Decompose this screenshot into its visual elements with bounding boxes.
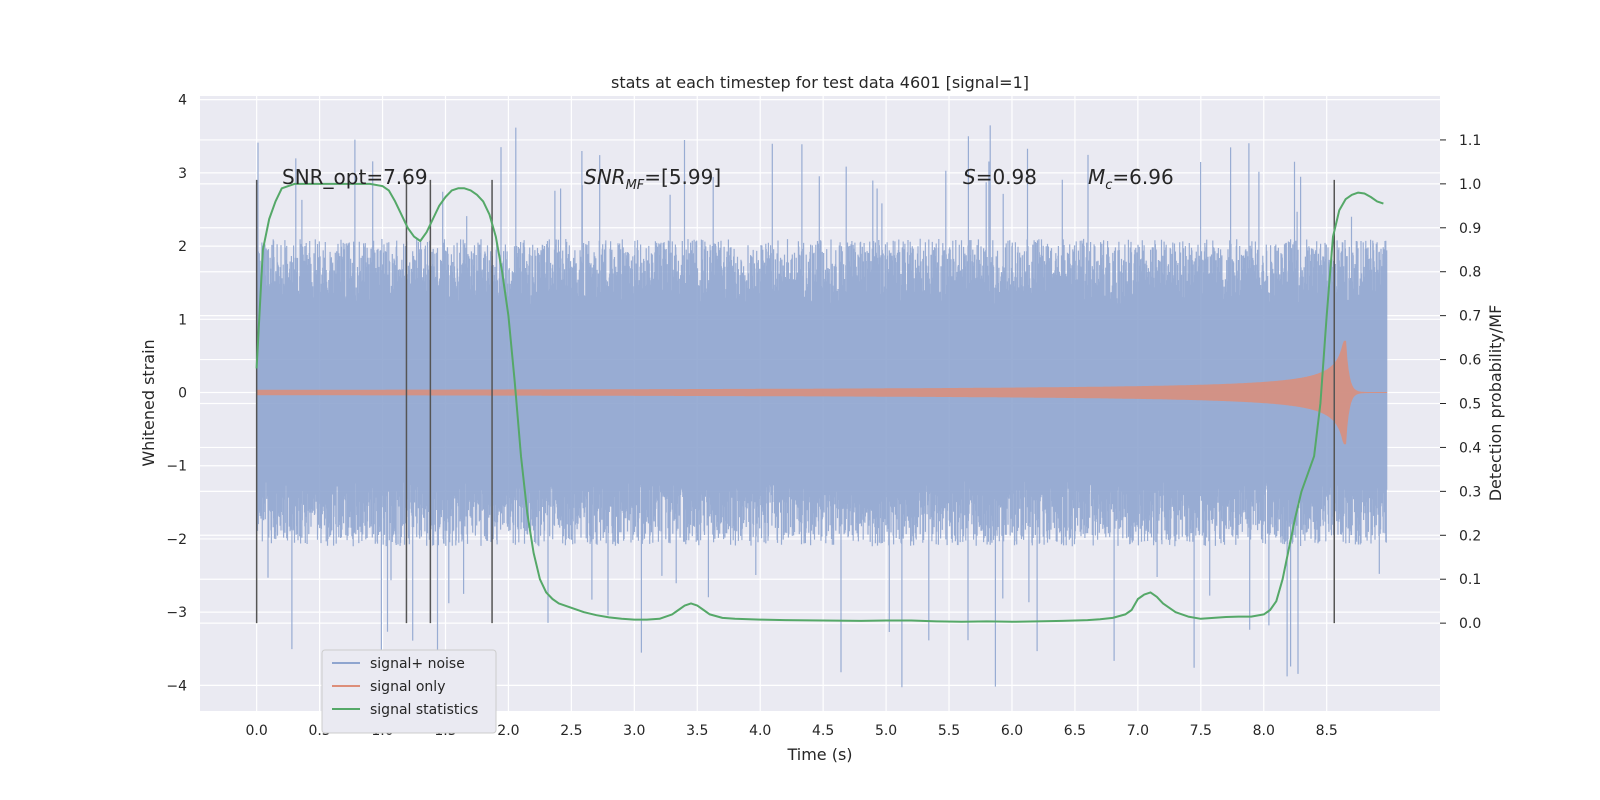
x-tick-label-16: 8.0 [1253,723,1275,739]
x-axis-label: Time (s) [786,745,852,764]
y-right-tick-label-9: 0.9 [1459,221,1481,237]
y-right-tick-label-4: 0.4 [1459,440,1481,456]
legend-label-signal-only: signal only [370,679,445,695]
x-tick-label-15: 7.5 [1190,723,1212,739]
legend-box [321,649,497,734]
y-right-tick-label-2: 0.2 [1459,528,1481,544]
y-tick-label-1: −3 [166,605,187,621]
chirp-envelope [256,340,1388,445]
y-tick-label-5: 1 [178,312,187,328]
x-tick-label-12: 6.0 [1001,723,1023,739]
y-right-tick-label-1: 0.1 [1459,572,1481,588]
y-tick-label-6: 2 [178,239,187,255]
x-tick-label-9: 4.5 [812,723,834,739]
annotation-mc: Mc=6.96 [1088,165,1174,193]
y-axis-label: Whitened strain [139,339,158,466]
y-right-tick-label-7: 0.7 [1459,309,1481,325]
annotation-snr-opt: SNR_opt=7.69 [282,165,428,189]
y-ticks-left: −4 −3 −2 −1 0 1 2 3 4 [166,93,187,695]
y-right-tick-label-10: 1.0 [1459,177,1481,193]
statistics-line [255,182,1384,623]
series-signal-only [256,340,1388,445]
x-tick-label-11: 5.5 [938,723,960,739]
y-right-axis-label: Detection probability/MF [1486,305,1505,502]
chart-title: stats at each timestep for test data 460… [611,73,1029,92]
y-right-tick-label-6: 0.6 [1459,353,1481,369]
x-tick-label-17: 8.5 [1316,723,1338,739]
y-right-tick-label-0: 0.0 [1459,616,1481,632]
series-signal-statistics [255,182,1384,623]
x-tick-label-7: 3.5 [686,723,708,739]
x-tick-label-8: 4.0 [749,723,771,739]
y-tick-label-3: −1 [166,459,187,475]
x-tick-label-6: 3.0 [623,723,645,739]
annotations: SNR_opt=7.69 SNRMF=[5.99] S=0.98 Mc=6.96 [282,165,1174,193]
x-tick-label-4: 2.0 [497,723,519,739]
legend-label-signal-plus-noise: signal+ noise [370,656,465,672]
y-tick-label-8: 4 [178,93,187,109]
x-tick-label-13: 6.5 [1064,723,1086,739]
x-tick-label-10: 5.0 [875,723,897,739]
y-right-tick-label-3: 0.3 [1459,484,1481,500]
y-ticks-right: 0.0 0.1 0.2 0.3 0.4 0.5 0.6 0.7 0.8 0.9 1.0 1.1 [1440,133,1481,632]
legend-label-signal-statistics: signal statistics [370,702,478,718]
annotation-s: S=0.98 [963,165,1037,189]
y-tick-label-2: −2 [166,532,187,548]
y-right-tick-label-8: 0.8 [1459,265,1481,281]
x-ticks: 0.00.51.01.52.02.53.03.54.04.55.05.56.06… [246,723,1338,739]
x-tick-label-14: 7.0 [1127,723,1149,739]
annotation-snr-mf: SNRMF=[5.99] [584,165,721,193]
y-tick-label-4: 0 [178,386,187,402]
y-tick-label-0: −4 [166,678,187,694]
y-right-tick-label-5: 0.5 [1459,397,1481,413]
x-tick-label-5: 2.5 [560,723,582,739]
legend: signal+ noise signal only signal statist… [321,649,497,734]
vertical-markers [255,179,1336,624]
x-tick-label-0: 0.0 [246,723,268,739]
y-tick-label-7: 3 [178,166,187,182]
y-right-tick-label-11: 1.1 [1459,133,1481,149]
